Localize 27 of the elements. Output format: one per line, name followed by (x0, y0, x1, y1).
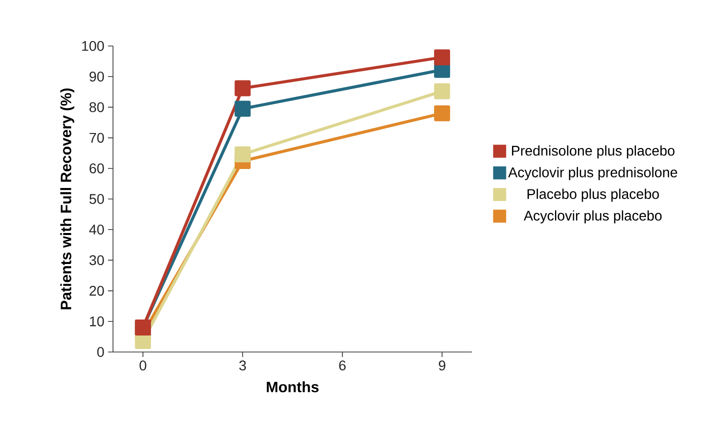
y-tick-label: 10 (90, 316, 104, 326)
legend-label: Acyclovir plus placebo (524, 210, 662, 224)
y-tick-label: 100 (82, 41, 104, 51)
y-tick-label: 70 (90, 132, 104, 143)
y-tick-label: 50 (89, 194, 104, 204)
y-tick-label: 90 (90, 72, 104, 82)
y-tick-label: 40 (89, 224, 104, 235)
y-tick-label: 60 (90, 163, 104, 174)
point (434, 105, 450, 122)
y-tick-label: 30 (89, 255, 104, 266)
point (434, 49, 450, 66)
y-tick-label: 20 (90, 286, 104, 296)
point (234, 80, 251, 96)
x-tick-label: 3 (239, 360, 246, 370)
y-tick-label: 80 (90, 102, 104, 112)
legend-label: Acyclovir plus prednisolone (508, 167, 678, 180)
point (234, 146, 251, 162)
point (234, 100, 251, 117)
y-tick-label: 0 (97, 347, 104, 357)
x-tick-label: 6 (339, 360, 346, 370)
x-tick-label: 9 (438, 360, 446, 370)
legend-label: Prednisolone plus placebo (512, 145, 674, 158)
x-tick-label: 0 (140, 360, 146, 370)
y-axis-title: Patients with Full Recovery (%) (60, 88, 74, 310)
x-axis-title: Months (266, 381, 319, 392)
legend-label: Placebo plus placebo (528, 188, 659, 202)
point (434, 83, 450, 100)
